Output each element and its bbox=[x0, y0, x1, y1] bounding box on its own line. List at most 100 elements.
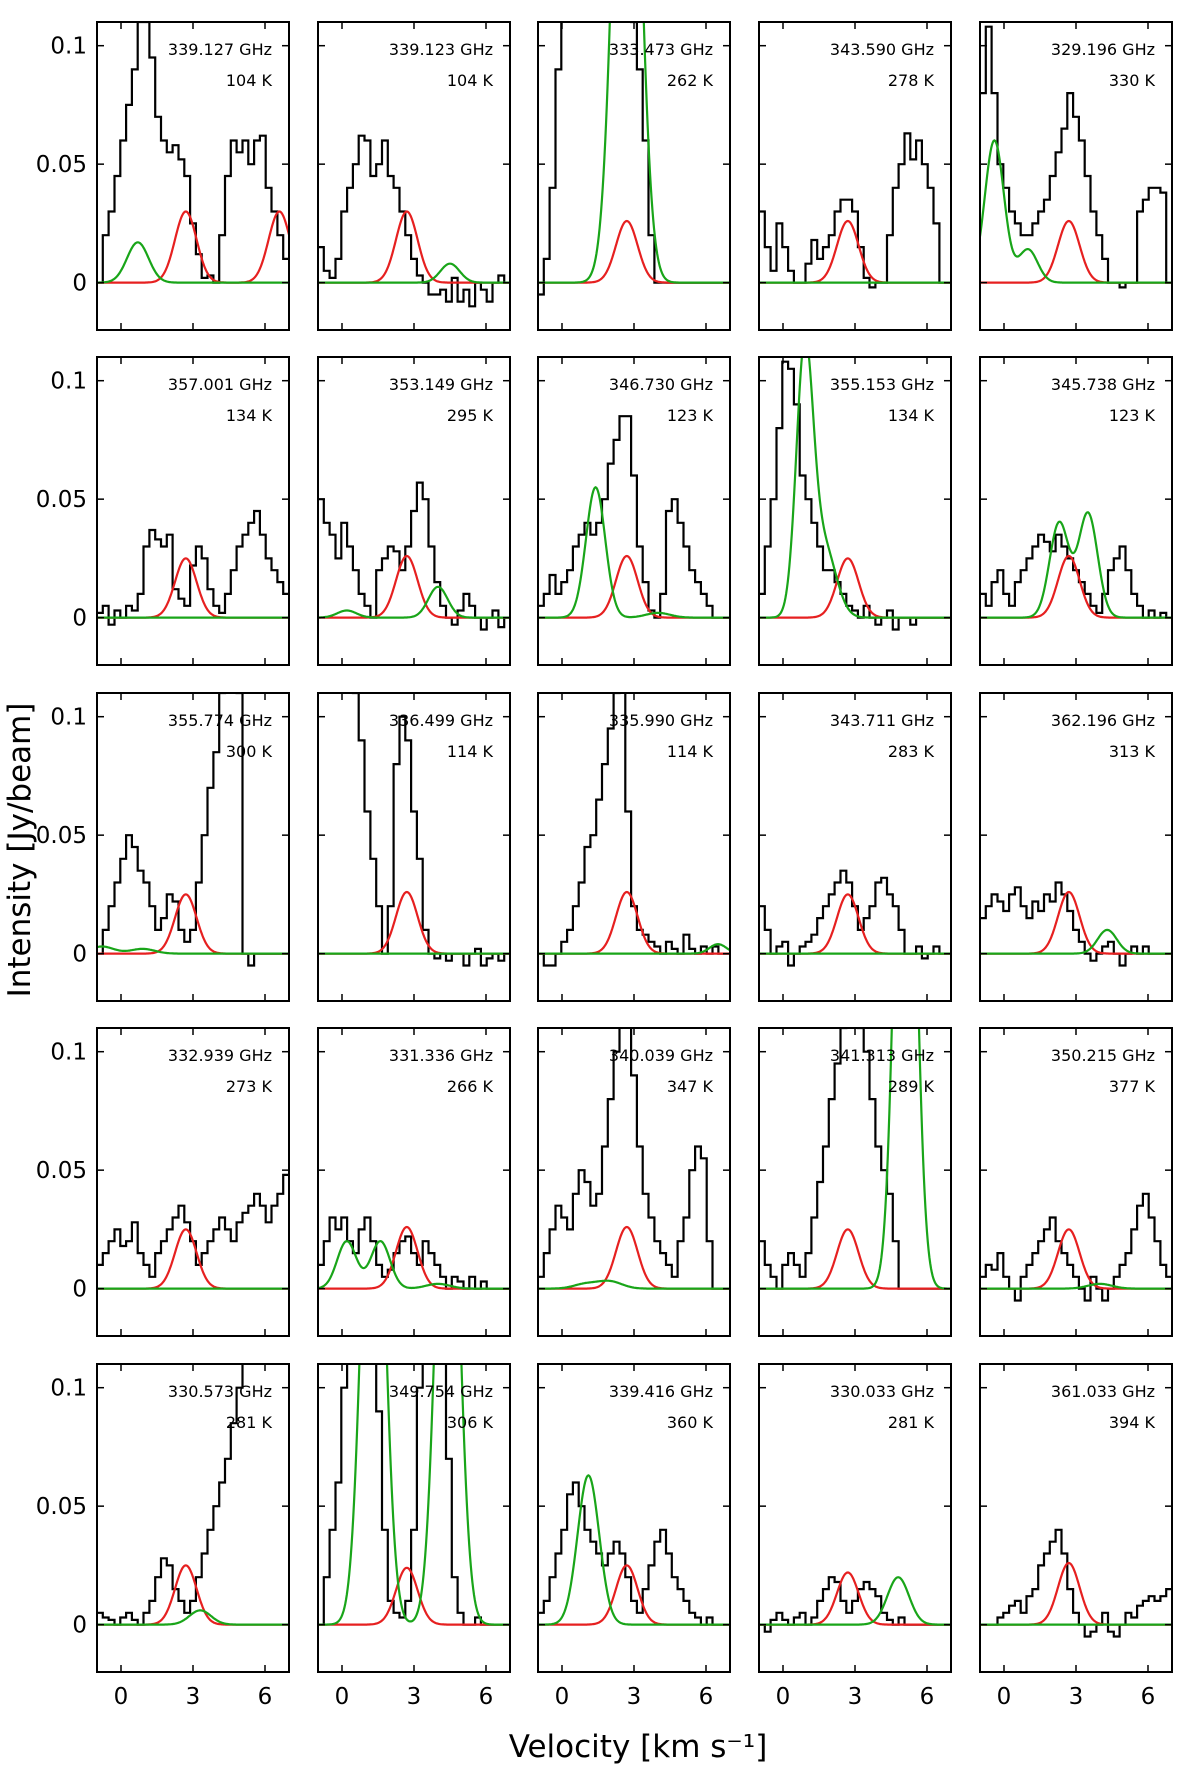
plot-area bbox=[759, 357, 951, 631]
blend-fit-green-line bbox=[318, 1239, 510, 1290]
spectrum-panel: 336.499 GHz 114 K bbox=[317, 692, 511, 1002]
panel-frequency-label: 353.149 GHz bbox=[389, 375, 493, 394]
model-fit-red-line bbox=[318, 210, 510, 284]
spectrum-panel: 350.215 GHz 377 K bbox=[979, 1027, 1173, 1337]
x-tick-label: 3 bbox=[186, 1684, 201, 1710]
spectrum-panel: 335.990 GHz 114 K bbox=[537, 692, 731, 1002]
panel-temperature-label: 104 K bbox=[226, 71, 273, 90]
panel-frequency-label: 340.039 GHz bbox=[609, 1046, 713, 1065]
x-tick-label: 6 bbox=[920, 1684, 935, 1710]
model-fit-red-line bbox=[538, 219, 730, 284]
panel-frequency-label: 330.033 GHz bbox=[830, 1382, 934, 1401]
spectrum-panel: 0 0.05 0.1 339.127 GHz 104 K bbox=[36, 21, 290, 331]
model-fit-red-line bbox=[97, 210, 289, 284]
panel-frame bbox=[317, 1363, 511, 1673]
panel-temperature-label: 134 K bbox=[226, 406, 273, 425]
blend-fit-green-line bbox=[318, 585, 510, 619]
spectrum-panel: 0 3 6 349.754 GHz 306 K bbox=[317, 1363, 511, 1710]
panel-frequency-label: 333.473 GHz bbox=[609, 40, 713, 59]
plot-area bbox=[980, 1528, 1172, 1638]
plot-area bbox=[538, 1474, 730, 1626]
observed-spectrum-line bbox=[538, 415, 730, 619]
panel-frequency-label: 362.196 GHz bbox=[1051, 711, 1155, 730]
x-tick-label: 3 bbox=[627, 1684, 642, 1710]
plot-area bbox=[318, 1364, 510, 1626]
panel-temperature-label: 114 K bbox=[667, 742, 714, 761]
x-tick-label: 0 bbox=[335, 1684, 350, 1710]
model-fit-red-line bbox=[980, 1561, 1172, 1626]
y-tick-label: 0.1 bbox=[50, 1040, 87, 1066]
panel-frame bbox=[758, 1363, 952, 1673]
x-tick-label: 6 bbox=[258, 1684, 273, 1710]
spectrum-panel: 343.711 GHz 283 K bbox=[758, 692, 952, 1002]
spectrum-panel: 343.590 GHz 278 K bbox=[758, 21, 952, 331]
y-tick-label: 0.05 bbox=[36, 1494, 87, 1520]
panel-frequency-label: 361.033 GHz bbox=[1051, 1382, 1155, 1401]
observed-spectrum-line bbox=[97, 22, 289, 284]
panel-frame bbox=[537, 356, 731, 666]
panel-frequency-label: 329.196 GHz bbox=[1051, 40, 1155, 59]
panel-temperature-label: 262 K bbox=[667, 71, 714, 90]
plot-area bbox=[538, 1028, 730, 1290]
plot-area bbox=[97, 1364, 289, 1626]
y-tick-label: 0 bbox=[72, 271, 87, 297]
plot-area bbox=[318, 134, 510, 308]
observed-spectrum-line bbox=[318, 134, 510, 308]
y-tick-label: 0 bbox=[72, 1613, 87, 1639]
panel-temperature-label: 114 K bbox=[447, 742, 494, 761]
panel-frequency-label: 357.001 GHz bbox=[168, 375, 272, 394]
panel-frame bbox=[758, 356, 952, 666]
plot-area bbox=[97, 1173, 289, 1290]
model-fit-red-line bbox=[538, 1225, 730, 1290]
panel-grid: 0 0.05 0.1 339.127 GHz 104 K 339.123 GHz 104 K… bbox=[36, 21, 1173, 1710]
panel-temperature-label: 306 K bbox=[447, 1413, 494, 1432]
y-tick-label: 0.1 bbox=[50, 705, 87, 731]
plot-area bbox=[97, 22, 289, 284]
x-tick-label: 3 bbox=[1069, 1684, 1084, 1710]
y-tick-label: 0.05 bbox=[36, 487, 87, 513]
y-tick-label: 0.05 bbox=[36, 1158, 87, 1184]
spectrum-panel: 0 3 6 361.033 GHz 394 K bbox=[979, 1363, 1173, 1710]
model-fit-red-line bbox=[538, 1564, 730, 1626]
blend-fit-green-line bbox=[980, 928, 1172, 955]
panel-temperature-label: 123 K bbox=[667, 406, 714, 425]
model-fit-red-line bbox=[97, 893, 289, 955]
blend-fit-green-line bbox=[538, 1279, 730, 1290]
panel-temperature-label: 330 K bbox=[1109, 71, 1156, 90]
plot-area bbox=[97, 693, 289, 967]
panel-temperature-label: 104 K bbox=[447, 71, 494, 90]
plot-area bbox=[759, 1571, 951, 1633]
x-tick-label: 0 bbox=[114, 1684, 129, 1710]
panel-temperature-label: 278 K bbox=[888, 71, 935, 90]
plot-area bbox=[538, 693, 730, 967]
y-axis-title: Intensity [Jy/beam] bbox=[2, 703, 38, 998]
spectrum-panel: 340.039 GHz 347 K bbox=[537, 1027, 731, 1337]
model-fit-red-line bbox=[97, 1228, 289, 1290]
plot-area bbox=[980, 25, 1172, 289]
panel-frame bbox=[537, 692, 731, 1002]
blend-fit-green-line bbox=[538, 942, 730, 955]
panel-frame bbox=[96, 1363, 290, 1673]
panel-frame bbox=[537, 1027, 731, 1337]
panel-temperature-label: 281 K bbox=[888, 1413, 935, 1432]
panel-frequency-label: 346.730 GHz bbox=[609, 375, 713, 394]
blend-fit-green-line bbox=[538, 1474, 730, 1626]
blend-fit-green-line bbox=[538, 22, 730, 284]
observed-spectrum-line bbox=[759, 1576, 951, 1633]
plot-area bbox=[97, 509, 289, 626]
x-tick-label: 6 bbox=[1141, 1684, 1156, 1710]
y-tick-label: 0.1 bbox=[50, 1376, 87, 1402]
blend-fit-green-line bbox=[538, 486, 730, 619]
panel-frame bbox=[758, 21, 952, 331]
plot-area bbox=[538, 22, 730, 296]
panel-frequency-label: 345.738 GHz bbox=[1051, 375, 1155, 394]
plot-area bbox=[980, 511, 1172, 619]
panel-frequency-label: 335.990 GHz bbox=[609, 711, 713, 730]
observed-spectrum-line bbox=[980, 881, 1172, 967]
panel-temperature-label: 377 K bbox=[1109, 1077, 1156, 1096]
x-tick-label: 3 bbox=[407, 1684, 422, 1710]
spectrum-panel: 0 3 6 339.416 GHz 360 K bbox=[537, 1363, 731, 1710]
panel-temperature-label: 313 K bbox=[1109, 742, 1156, 761]
x-tick-label: 0 bbox=[776, 1684, 791, 1710]
panel-frame bbox=[979, 1363, 1173, 1673]
